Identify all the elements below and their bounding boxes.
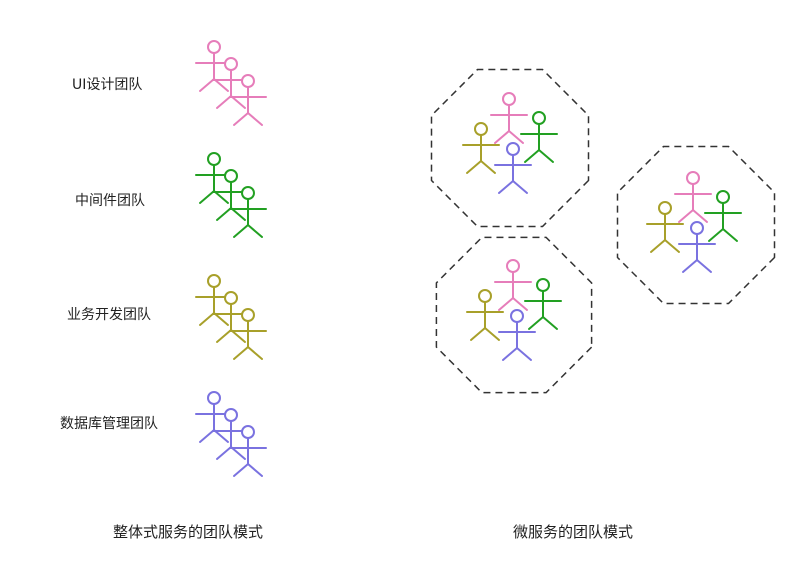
microservice-team-2-boundary <box>435 236 593 394</box>
microservice-team-1-database-member <box>494 142 532 194</box>
microservice-team-3-database-member <box>678 221 716 273</box>
team-middleware-person-1 <box>195 152 233 204</box>
team-ui-person-3 <box>229 74 267 126</box>
microservice-team-1-business-member <box>462 122 500 174</box>
team-label-middleware: 中间件团队 <box>75 193 145 209</box>
microservice-team-1-boundary <box>430 68 590 228</box>
team-label-business: 业务开发团队 <box>67 307 151 323</box>
team-label-database: 数据库管理团队 <box>60 416 158 432</box>
microservice-team-2-database-member <box>498 309 536 361</box>
team-middleware-person-3 <box>229 186 267 238</box>
microservice-team-1-ui-member <box>490 92 528 144</box>
microservice-team-3-boundary <box>616 145 776 305</box>
microservice-team-2-ui-member <box>494 259 532 311</box>
microservice-team-3-business-member <box>646 201 684 253</box>
team-middleware-person-2 <box>212 169 250 221</box>
microservice-team-2-business-member <box>466 289 504 341</box>
microservice-team-3-ui-member <box>674 171 712 223</box>
team-database-person-3 <box>229 425 267 477</box>
team-label-ui: UI设计团队 <box>72 77 143 93</box>
monolith-caption: 整体式服务的团队模式 <box>113 523 264 541</box>
microservice-team-1-middleware-member <box>520 111 558 163</box>
microservices-caption: 微服务的团队模式 <box>513 523 634 541</box>
team-database-person-2 <box>212 408 250 460</box>
team-business-person-3 <box>229 308 267 360</box>
microservice-team-2-middleware-member <box>524 278 562 330</box>
team-database-person-1 <box>195 391 233 443</box>
microservice-team-3-middleware-member <box>704 190 742 242</box>
